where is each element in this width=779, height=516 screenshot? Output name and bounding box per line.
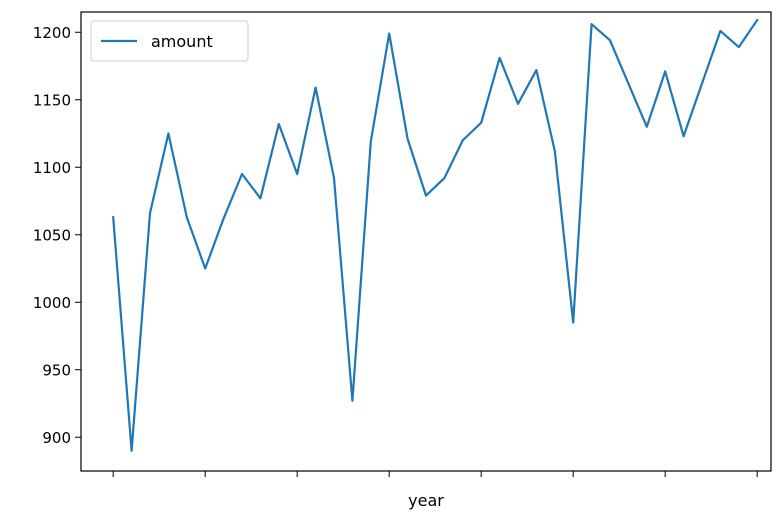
- y-axis: 900 950 1000 1050 1100 1150 1200: [33, 24, 81, 447]
- legend-box: [90, 20, 249, 62]
- y-tick-label: 1050: [33, 226, 71, 244]
- y-tick-label: 1200: [33, 24, 71, 42]
- legend: amount: [90, 20, 249, 62]
- legend-label-amount: amount: [151, 32, 213, 51]
- y-tick-label: 1100: [33, 159, 71, 177]
- y-tick-label: 900: [42, 429, 71, 447]
- series-line-amount: [112, 18, 759, 452]
- x-axis: [112, 471, 758, 477]
- plot-frame: [80, 11, 772, 472]
- y-tick-label: 1150: [33, 91, 71, 109]
- x-axis-title: year: [408, 491, 444, 510]
- y-tick-label: 1000: [33, 294, 71, 312]
- y-tick-label: 950: [42, 361, 71, 379]
